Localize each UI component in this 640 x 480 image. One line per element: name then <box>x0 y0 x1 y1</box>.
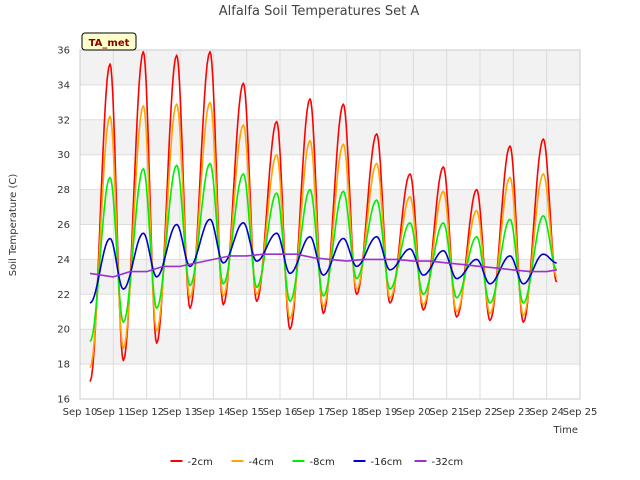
x-tick-label: Sep 25 <box>563 407 598 418</box>
plot-band <box>80 119 580 155</box>
plot-band <box>80 50 580 85</box>
station-badge-label: TA_met <box>89 38 130 49</box>
y-tick-label: 32 <box>57 115 70 126</box>
legend-label: -8cm <box>310 457 335 468</box>
x-tick-label: Sep 21 <box>429 407 464 418</box>
x-tick-label: Sep 11 <box>96 407 131 418</box>
x-tick-label: Sep 10 <box>63 407 98 418</box>
plot-band <box>80 189 580 225</box>
series-line-minus-16cm <box>89 218 557 304</box>
x-tick-label: Sep 14 <box>196 407 231 418</box>
station-badge-box <box>81 32 137 51</box>
series-line-minus-4cm <box>89 101 558 368</box>
y-axis-label: Soil Temperature (C) <box>8 174 19 277</box>
station-badge: TA_met <box>81 32 137 51</box>
plot-band <box>80 329 580 365</box>
y-tick-label: 20 <box>57 325 70 336</box>
legend-label: -32cm <box>432 457 464 468</box>
series-line-minus-32cm <box>89 253 557 278</box>
y-tick-label: 24 <box>57 255 70 266</box>
x-tick-label: Sep 13 <box>163 407 198 418</box>
y-tick-label: 22 <box>57 290 70 301</box>
x-tick-label: Sep 24 <box>529 407 564 418</box>
series-lines <box>89 50 558 382</box>
legend-label: -2cm <box>188 457 213 468</box>
legend-label: -4cm <box>249 457 274 468</box>
y-tick-label: 28 <box>57 185 70 196</box>
plot-frame <box>79 49 581 400</box>
legend: -2cm -4cm -8cm -16cm -32cm <box>170 457 464 468</box>
y-tick-label: 16 <box>57 395 70 406</box>
x-tick-label: Sep 20 <box>396 407 431 418</box>
x-tick-label: Sep 17 <box>296 407 331 418</box>
y-tick-label: 34 <box>57 80 70 91</box>
y-tick-label: 26 <box>57 220 70 231</box>
x-tick-label: Sep 16 <box>263 407 298 418</box>
x-tick-label: Sep 19 <box>363 407 398 418</box>
x-tick-label: Sep 18 <box>329 407 364 418</box>
y-tick-label: 18 <box>57 360 70 371</box>
series-line-minus-8cm <box>89 162 558 342</box>
chart-title: Alfalfa Soil Temperatures Set A <box>219 4 420 19</box>
x-tick-label: Sep 22 <box>463 407 498 418</box>
x-tick-label: Sep 15 <box>229 407 264 418</box>
series-line-minus-2cm <box>89 50 558 382</box>
y-tick-label: 36 <box>57 46 70 57</box>
x-tick-label: Sep 23 <box>496 407 531 418</box>
y-tick-label: 30 <box>57 150 70 161</box>
x-tick-label: Sep 12 <box>129 407 164 418</box>
legend-label: -16cm <box>371 457 403 468</box>
x-axis-label: Time <box>553 425 578 436</box>
y-axis-ticks: 16 18 20 22 24 26 28 30 32 34 36 <box>57 46 70 406</box>
